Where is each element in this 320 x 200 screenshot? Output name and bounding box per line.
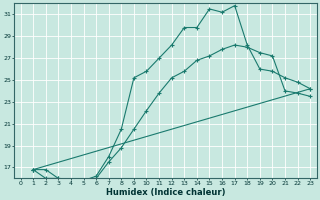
- X-axis label: Humidex (Indice chaleur): Humidex (Indice chaleur): [106, 188, 225, 197]
